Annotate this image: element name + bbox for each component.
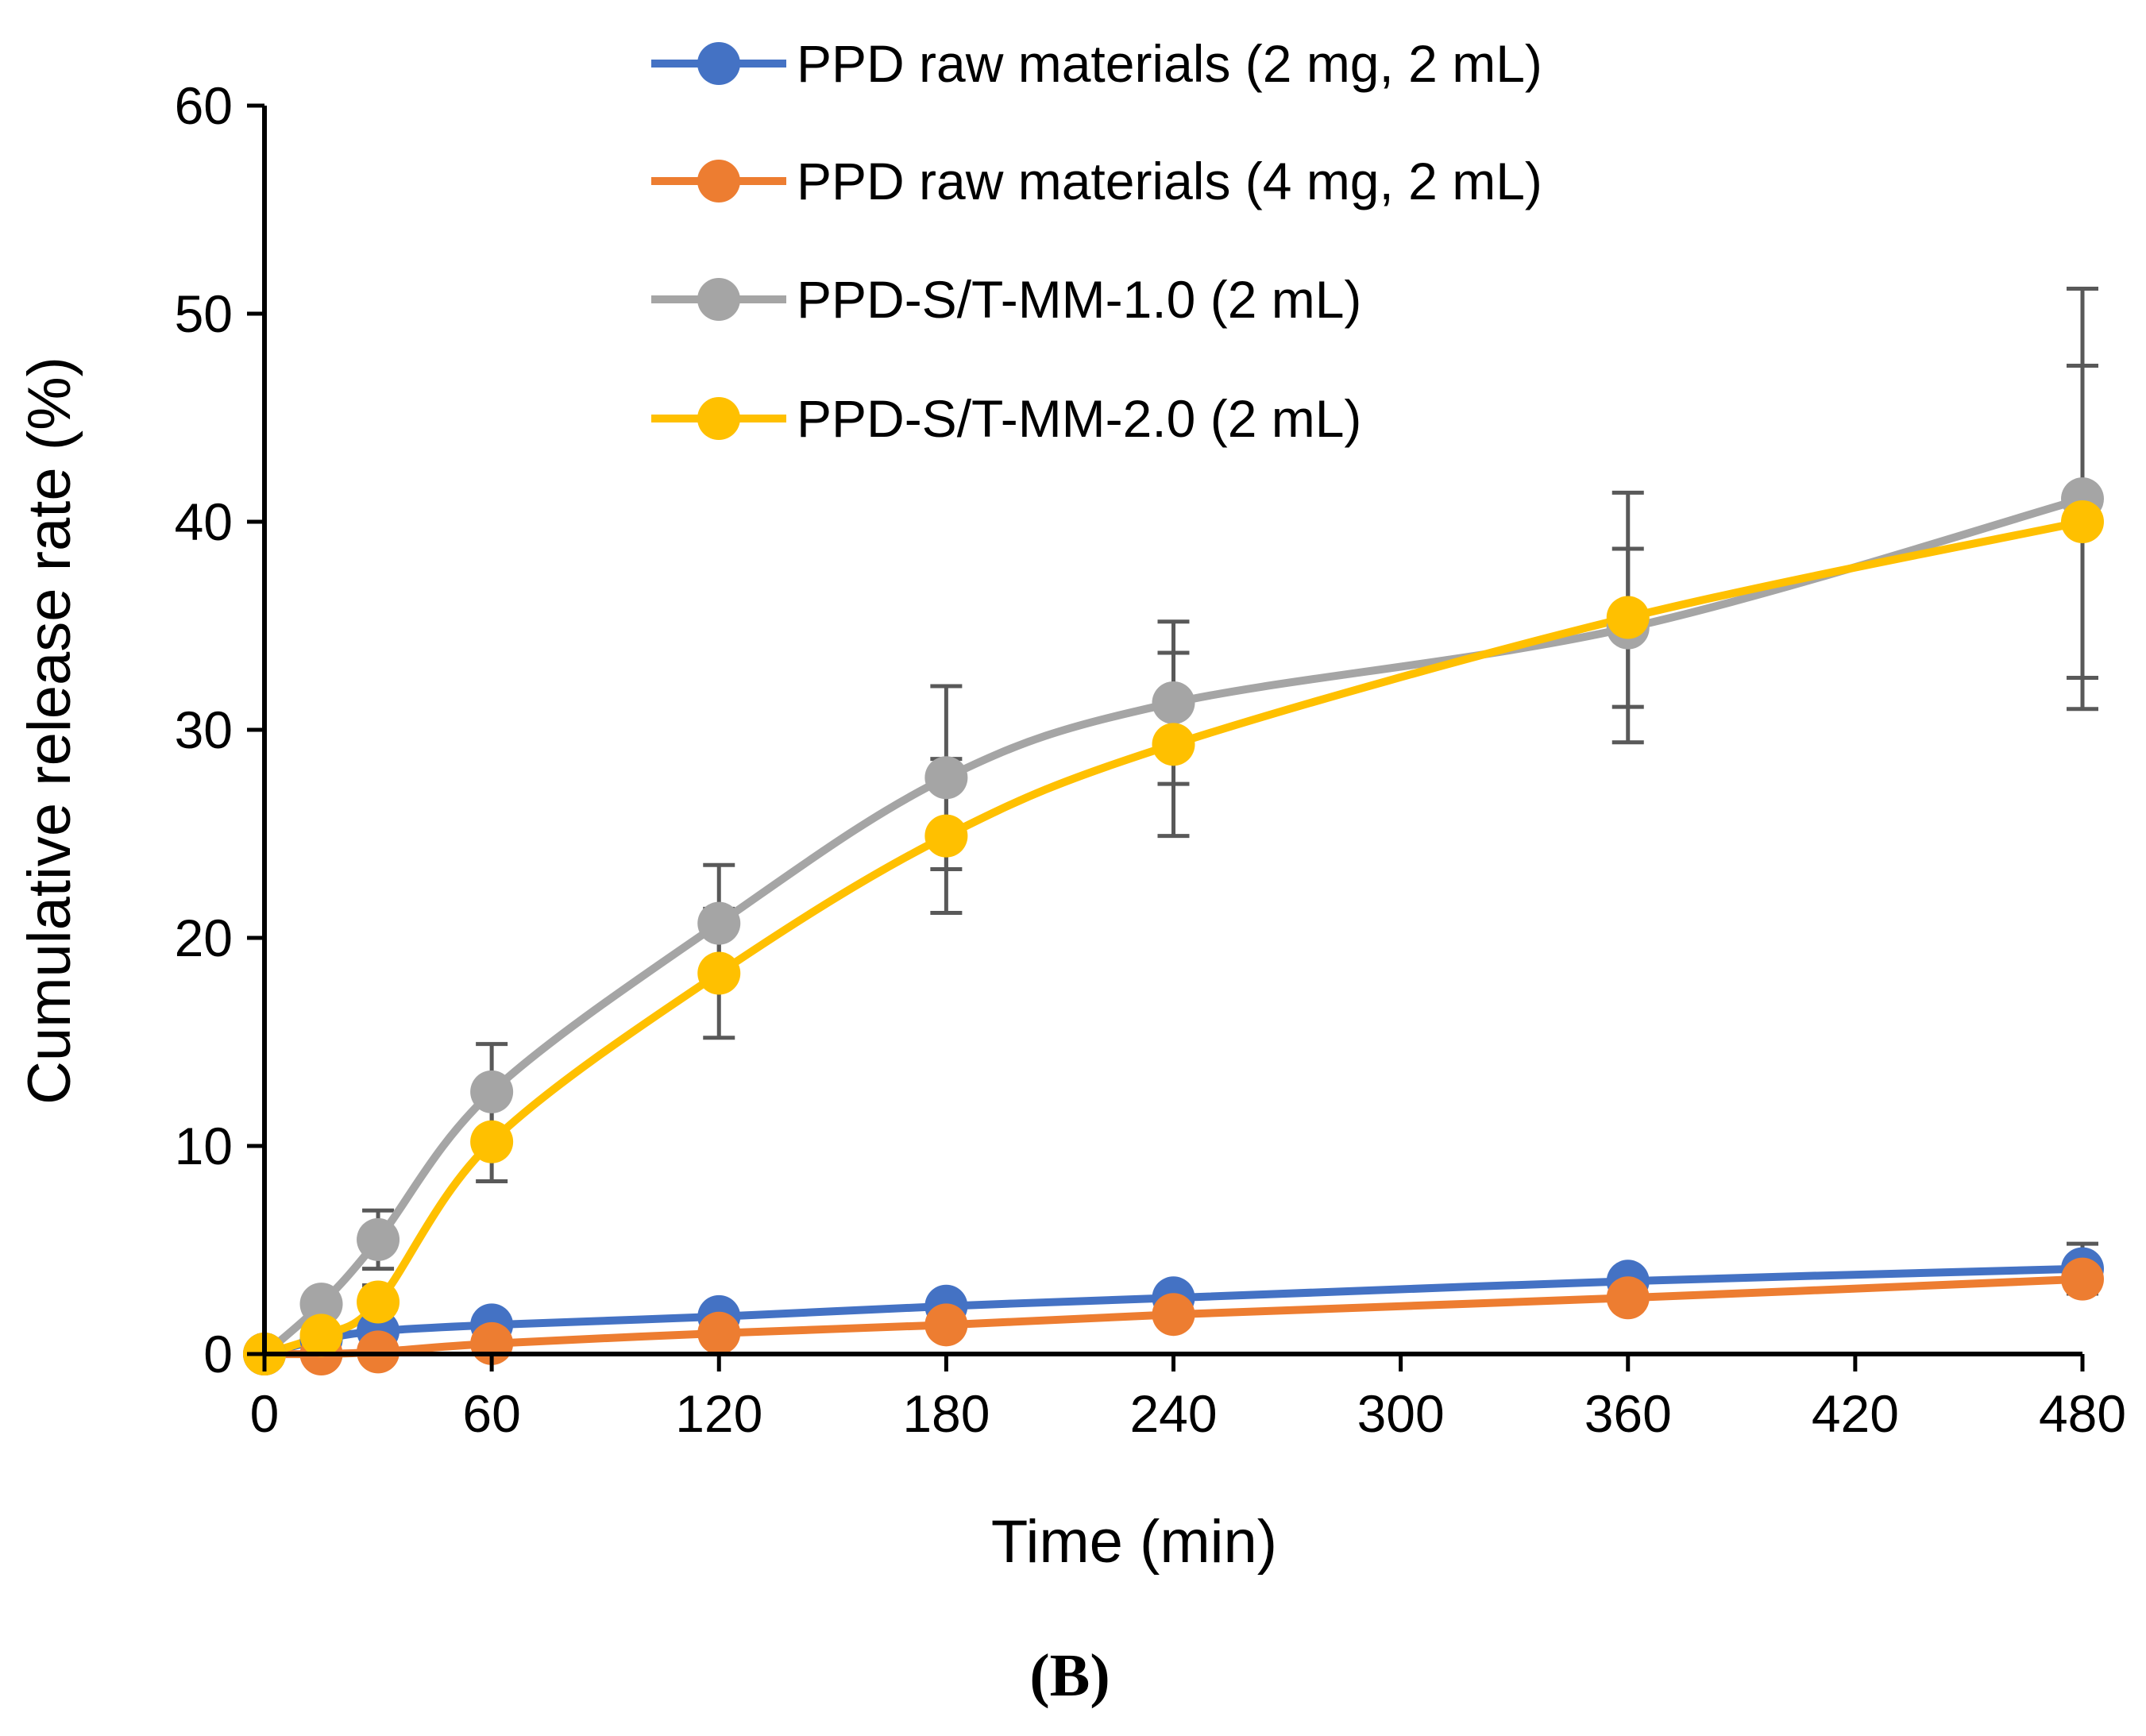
- x-tick-label: 360: [1584, 1384, 1672, 1443]
- y-tick-label: 0: [203, 1325, 233, 1383]
- legend-label: PPD-S/T-MM-2.0 (2 mL): [797, 389, 1361, 448]
- data-point: [357, 1217, 400, 1261]
- series-points: [243, 477, 2104, 1375]
- axes: 0 10 20 30 40 50 60 0 60 120 180 240 300 360 420 480: [175, 76, 2126, 1443]
- y-axis-title: Cumulative release rate (%): [16, 357, 83, 1105]
- x-axis-title: Time (min): [991, 1508, 1277, 1576]
- y-tick-label: 20: [175, 909, 233, 967]
- y-tick-label: 30: [175, 700, 233, 759]
- data-point: [697, 1311, 741, 1355]
- data-point: [299, 1314, 343, 1357]
- x-tick-label: 0: [250, 1384, 280, 1443]
- y-tick-label: 50: [175, 284, 233, 343]
- panel-label: (B): [1029, 1642, 1110, 1709]
- x-tick-label: 60: [462, 1384, 520, 1443]
- data-point: [697, 901, 741, 945]
- data-point: [357, 1280, 400, 1324]
- legend-marker: [697, 278, 740, 321]
- x-tick-label: 240: [1129, 1384, 1217, 1443]
- y-tick-label: 60: [175, 76, 233, 135]
- data-point: [924, 756, 968, 800]
- legend-marker: [697, 42, 740, 85]
- y-tick-label: 40: [175, 492, 233, 551]
- x-tick-label: 300: [1357, 1384, 1445, 1443]
- data-point: [470, 1120, 514, 1163]
- legend-marker: [697, 160, 740, 203]
- legend-label: PPD-S/T-MM-1.0 (2 mL): [797, 270, 1361, 329]
- data-point: [299, 1283, 343, 1326]
- x-tick-label: 120: [675, 1384, 762, 1443]
- x-tick-label: 180: [902, 1384, 990, 1443]
- data-point: [1606, 1276, 1650, 1320]
- data-point: [470, 1070, 514, 1113]
- x-tick-label: 420: [1812, 1384, 1899, 1443]
- data-point: [924, 1303, 968, 1347]
- legend-marker: [697, 397, 740, 440]
- data-point: [2061, 500, 2104, 543]
- data-point: [2061, 1257, 2104, 1301]
- data-point: [1152, 1293, 1195, 1337]
- x-tick-label: 480: [2039, 1384, 2126, 1443]
- legend: PPD raw materials (2 mg, 2 mL) PPD raw ma…: [651, 34, 1542, 448]
- data-point: [697, 951, 741, 995]
- data-point: [1606, 596, 1650, 639]
- y-tick-label: 10: [175, 1117, 233, 1175]
- legend-label: PPD raw materials (2 mg, 2 mL): [797, 34, 1542, 93]
- legend-label: PPD raw materials (4 mg, 2 mL): [797, 152, 1542, 210]
- data-point: [1152, 723, 1195, 766]
- data-point: [1152, 681, 1195, 724]
- data-point: [924, 814, 968, 858]
